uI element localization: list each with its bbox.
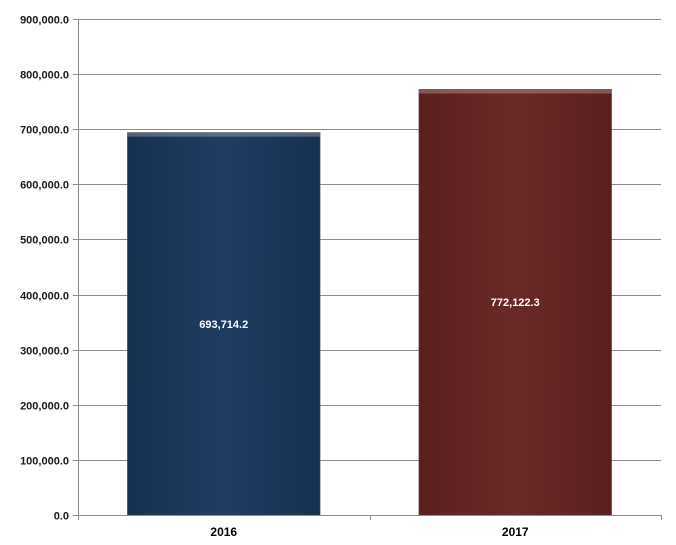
y-tick-label: 900,000.0 [20,15,69,27]
bar-group [418,89,612,516]
y-tick-label: 600,000.0 [20,180,69,192]
y-tick-label: 100,000.0 [20,456,69,468]
data-label: 693,714.2 [199,319,248,331]
bar [418,89,612,516]
data-labels: 693,714.2 772,122.3 [199,297,539,331]
y-tick-label: 300,000.0 [20,346,69,358]
data-label: 772,122.3 [491,297,540,309]
y-tick-label: 200,000.0 [20,401,69,413]
bar-group [127,132,321,516]
x-axis: 2016 2017 [78,515,662,539]
bars [127,89,612,516]
y-tick-label: 500,000.0 [20,235,69,247]
bar-highlight [419,89,612,94]
y-axis: 0.0 100,000.0 200,000.0 300,000.0 400,000.0 5… [20,15,79,523]
bar-highlight [127,132,320,137]
y-tick-label: 400,000.0 [20,291,69,303]
y-tick-label: 800,000.0 [20,70,69,82]
y-tick-label: 700,000.0 [20,125,69,137]
x-tick-label: 2016 [210,525,237,539]
bar [127,132,321,516]
y-tick-label: 0.0 [54,511,69,523]
x-tick-label: 2017 [502,525,529,539]
